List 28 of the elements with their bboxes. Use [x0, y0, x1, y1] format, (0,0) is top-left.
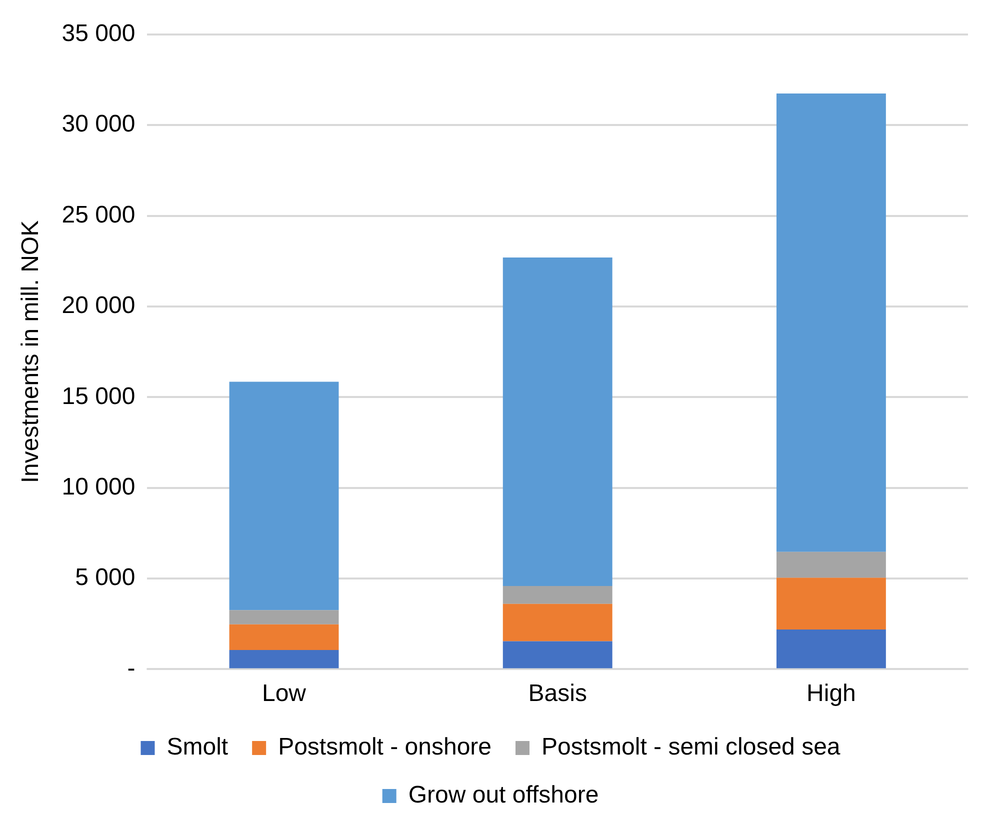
x-tick-label: High: [806, 680, 856, 708]
y-tick-label: 35 000: [62, 20, 136, 48]
bar: [229, 382, 339, 610]
y-tick-label: 25 000: [62, 201, 136, 228]
x-tick-label: Basis: [528, 680, 587, 708]
y-tick-label: 5 000: [75, 564, 136, 592]
y-tick-label: 30 000: [62, 110, 136, 138]
legend-label: Postsmolt - onshore: [278, 734, 492, 761]
y-axis-title: Investments in mill. NOK: [17, 220, 44, 484]
bar: [229, 624, 339, 650]
y-tick-label: -: [127, 654, 136, 682]
bar: [229, 610, 339, 624]
bar: [776, 629, 886, 668]
bar: [502, 641, 612, 668]
legend-label: Postsmolt - semi closed sea: [542, 734, 841, 761]
x-tick-label: Low: [262, 680, 307, 708]
bar: [502, 257, 612, 586]
bar: [502, 586, 612, 604]
y-tick-label: 15 000: [62, 382, 136, 410]
y-tick-label: 10 000: [62, 473, 136, 500]
y-tick-label: 20 000: [62, 292, 136, 320]
bar: [776, 552, 886, 578]
bar: [502, 604, 612, 642]
bar: [229, 650, 339, 668]
bar: [776, 94, 886, 552]
legend-label: Smolt: [166, 734, 228, 761]
bar: [776, 578, 886, 630]
legend-label: Grow out offshore: [408, 782, 599, 809]
